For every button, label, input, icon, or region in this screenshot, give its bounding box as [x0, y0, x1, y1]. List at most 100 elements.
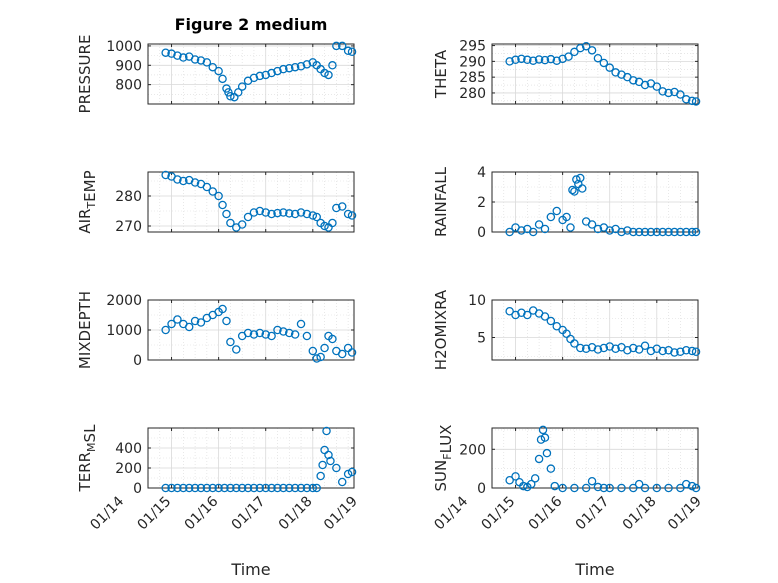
data-point — [237, 220, 247, 229]
data-point — [179, 483, 188, 493]
y-axis-label: RAINFALL — [432, 166, 450, 237]
y-axis-label-subscript: T — [85, 202, 98, 210]
data-point — [629, 483, 638, 493]
y-tick-label: 290 — [459, 54, 486, 70]
data-point — [267, 68, 276, 78]
data-point — [255, 483, 265, 493]
data-point — [249, 208, 259, 217]
y-tick-label: 1000 — [106, 323, 142, 339]
y-tick-label: 200 — [115, 461, 142, 477]
data-point — [652, 483, 662, 493]
data-point — [528, 56, 538, 65]
data-point — [511, 472, 520, 481]
data-point — [658, 346, 667, 356]
data-point — [332, 463, 341, 473]
data-point — [320, 68, 329, 78]
data-point — [318, 460, 327, 470]
data-point — [687, 227, 697, 237]
y-axis-label-part: RAINFALL — [432, 166, 450, 237]
data-point — [658, 227, 667, 237]
data-point — [237, 483, 247, 493]
data-point — [546, 54, 556, 64]
data-point — [220, 483, 229, 493]
data-point — [190, 483, 200, 493]
data-point — [505, 306, 514, 316]
data-point — [296, 62, 306, 71]
data-point — [316, 352, 325, 362]
data-point — [534, 55, 544, 64]
y-tick-label: 400 — [115, 441, 142, 457]
data-point — [208, 62, 217, 72]
data-point — [593, 53, 603, 63]
data-point — [255, 71, 265, 81]
data-point — [202, 58, 212, 67]
data-point — [640, 483, 650, 493]
data-point — [208, 483, 217, 493]
data-point — [337, 349, 347, 359]
y-axis-label-part: SL — [81, 424, 99, 443]
y-tick-label: 270 — [115, 219, 142, 235]
data-point — [347, 47, 357, 56]
data-point — [214, 66, 223, 76]
data-point — [681, 95, 691, 104]
y-tick-label: 285 — [459, 70, 486, 86]
y-axis-label: SUNFLUX — [432, 425, 455, 492]
data-point — [546, 212, 556, 222]
data-point — [587, 220, 597, 229]
data-point — [161, 483, 170, 493]
data-point — [593, 482, 603, 492]
data-point — [605, 63, 614, 72]
data-point — [328, 218, 337, 228]
data-point — [218, 200, 227, 210]
subplot-h2omixra: 5 10 H2OMIXRA — [432, 289, 701, 370]
axes-box — [491, 43, 699, 105]
data-point — [273, 208, 282, 218]
data-point — [593, 345, 603, 354]
data-point — [222, 316, 231, 326]
data-point — [599, 58, 609, 68]
data-point — [190, 178, 200, 187]
y-axis-label-part: SUN — [432, 460, 450, 492]
data-point — [540, 55, 550, 65]
data-point — [214, 483, 223, 493]
data-point — [243, 328, 253, 338]
y-axis-label: MIXDEPTH — [76, 291, 94, 369]
y-axis-label: THETA — [432, 49, 450, 99]
x-tick-label: 01/16 — [182, 493, 222, 533]
data-point — [285, 483, 294, 493]
data-point — [676, 347, 685, 356]
data-point — [290, 483, 300, 493]
data-point — [570, 483, 579, 493]
data-point — [161, 48, 170, 57]
data-point — [664, 483, 673, 493]
data-point — [218, 74, 227, 84]
data-point — [332, 203, 341, 213]
data-point — [249, 483, 259, 493]
data-point — [184, 483, 194, 493]
data-point — [640, 341, 650, 350]
subplot-pressure: 800 900 1000 PRESSURE — [76, 35, 357, 113]
data-point — [285, 328, 294, 338]
data-point — [570, 47, 579, 57]
data-point — [222, 209, 231, 219]
data-point — [279, 64, 288, 74]
data-point — [546, 464, 556, 473]
x-axis-label-left: Time — [230, 560, 270, 579]
y-axis-label-part: THETA — [432, 49, 450, 99]
data-point — [652, 82, 662, 91]
data-point — [552, 56, 561, 65]
data-point — [202, 182, 212, 192]
data-point — [526, 479, 536, 489]
data-point — [308, 346, 318, 356]
data-point — [279, 208, 288, 217]
y-tick-label: 900 — [115, 58, 142, 74]
data-point — [285, 209, 294, 218]
y-axis-label-subscript: F — [441, 453, 454, 459]
data-point — [691, 227, 701, 237]
data-point — [576, 43, 585, 53]
data-point — [691, 483, 701, 493]
data-point — [196, 483, 206, 493]
data-point — [347, 348, 357, 357]
